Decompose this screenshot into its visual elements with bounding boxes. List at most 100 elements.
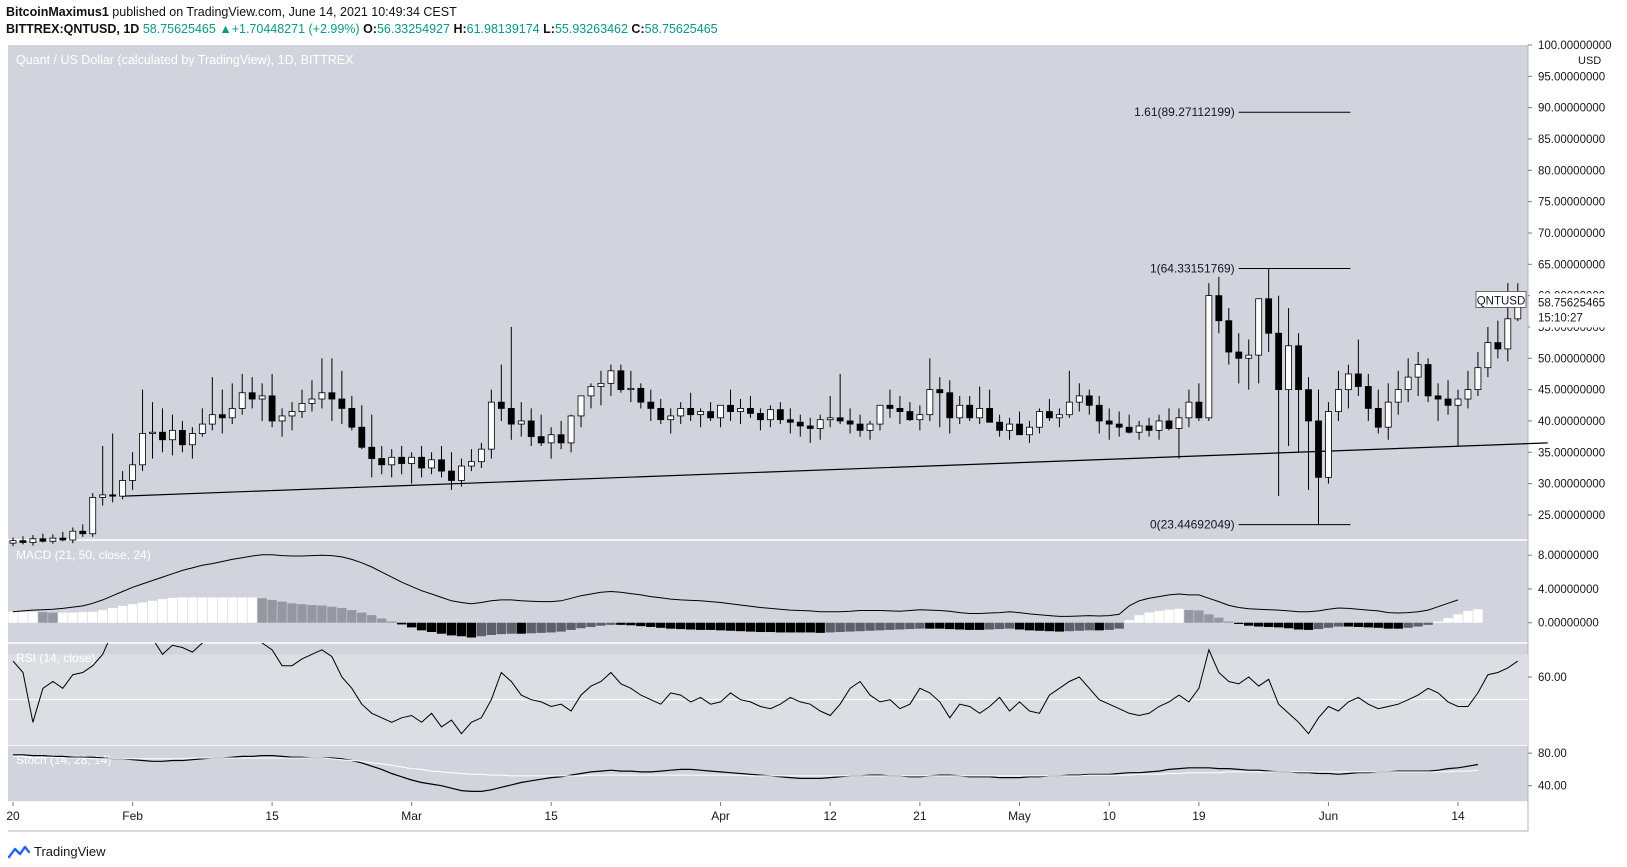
candle-down[interactable]	[1424, 364, 1432, 397]
candle-down[interactable]	[378, 458, 386, 466]
candle-up[interactable]	[1036, 411, 1043, 428]
candle-down[interactable]	[1195, 401, 1203, 419]
candle-up[interactable]	[49, 537, 57, 542]
candle-up[interactable]	[388, 456, 396, 466]
candle-down[interactable]	[1085, 395, 1093, 406]
candle-down[interactable]	[856, 423, 864, 431]
candle-up[interactable]	[677, 408, 685, 417]
stoch-pane[interactable]	[8, 745, 1528, 802]
candle-down[interactable]	[398, 456, 406, 464]
candle-down[interactable]	[1275, 332, 1283, 391]
candle-up[interactable]	[1026, 426, 1033, 436]
candle-down[interactable]	[796, 421, 804, 427]
stoch-k-line[interactable]	[13, 754, 1479, 793]
candle-up[interactable]	[976, 408, 984, 419]
candle-down[interactable]	[218, 414, 226, 419]
candle-down[interactable]	[707, 411, 714, 419]
candle-up[interactable]	[318, 392, 326, 400]
candle-up[interactable]	[1404, 376, 1412, 391]
candle-up[interactable]	[1155, 420, 1163, 431]
candle-up[interactable]	[458, 465, 465, 481]
candle-down[interactable]	[248, 392, 256, 400]
author-name[interactable]: BitcoinMaximus1	[6, 5, 109, 19]
candle-down[interactable]	[786, 419, 794, 423]
candle-up[interactable]	[278, 415, 286, 422]
candle-down[interactable]	[448, 470, 455, 481]
candle-down[interactable]	[418, 456, 425, 469]
candle-up[interactable]	[1205, 295, 1213, 419]
macd-line[interactable]	[12, 554, 1459, 617]
candle-up[interactable]	[737, 408, 744, 412]
candle-down[interactable]	[996, 421, 1003, 431]
candle-up[interactable]	[1394, 389, 1402, 403]
candle-up[interactable]	[408, 456, 416, 464]
candle-down[interactable]	[1105, 420, 1113, 425]
candle-down[interactable]	[1494, 342, 1502, 350]
candle-down[interactable]	[757, 413, 764, 421]
candle-up[interactable]	[119, 480, 127, 497]
tradingview-logo[interactable]: TradingView	[8, 844, 106, 859]
candle-down[interactable]	[328, 392, 336, 400]
candle-up[interactable]	[766, 409, 774, 421]
candle-up[interactable]	[89, 496, 97, 535]
candle-up[interactable]	[1285, 345, 1292, 391]
candle-up[interactable]	[816, 419, 824, 429]
candle-up[interactable]	[129, 464, 136, 481]
candle-down[interactable]	[79, 530, 87, 535]
candle-down[interactable]	[159, 431, 166, 441]
candle-down[interactable]	[1125, 426, 1133, 433]
candle-up[interactable]	[1055, 414, 1063, 419]
candle-up[interactable]	[1335, 389, 1342, 412]
candle-down[interactable]	[906, 411, 914, 421]
candle-up[interactable]	[1414, 364, 1422, 378]
candle-down[interactable]	[1305, 389, 1312, 422]
candle-up[interactable]	[9, 540, 17, 544]
rsi-line[interactable]	[12, 623, 1519, 735]
candle-down[interactable]	[1046, 411, 1053, 419]
candle-down[interactable]	[348, 408, 356, 428]
candle-up[interactable]	[99, 494, 107, 498]
candle-down[interactable]	[727, 404, 734, 412]
candle-up[interactable]	[1325, 411, 1332, 478]
candle-up[interactable]	[198, 423, 206, 434]
candle-up[interactable]	[258, 395, 266, 400]
candle-down[interactable]	[1295, 345, 1302, 391]
candle-down[interactable]	[637, 387, 645, 403]
candle-down[interactable]	[836, 417, 844, 422]
candle-down[interactable]	[1235, 351, 1243, 359]
candle-up[interactable]	[1464, 389, 1472, 400]
candle-up[interactable]	[308, 398, 316, 404]
candle-up[interactable]	[577, 395, 585, 417]
candle-up[interactable]	[876, 404, 884, 425]
candle-down[interactable]	[338, 398, 346, 409]
candle-up[interactable]	[288, 411, 296, 417]
candle-up[interactable]	[597, 382, 605, 387]
candle-up[interactable]	[567, 415, 575, 444]
candle-up[interactable]	[468, 461, 475, 467]
candle-up[interactable]	[487, 401, 495, 450]
candle-down[interactable]	[179, 429, 186, 446]
candle-up[interactable]	[1504, 318, 1512, 350]
candle-up[interactable]	[1454, 398, 1462, 406]
candle-down[interactable]	[1364, 386, 1372, 409]
candle-up[interactable]	[1344, 373, 1352, 391]
candle-up[interactable]	[1245, 354, 1253, 359]
candle-down[interactable]	[497, 401, 505, 409]
stoch-d-line[interactable]	[13, 755, 1478, 777]
candle-down[interactable]	[657, 408, 665, 421]
support-trendline[interactable]	[122, 442, 1548, 497]
candle-down[interactable]	[687, 408, 695, 416]
candle-down[interactable]	[368, 446, 376, 459]
candle-up[interactable]	[1185, 401, 1193, 419]
candle-down[interactable]	[896, 408, 904, 412]
candle-down[interactable]	[358, 426, 366, 448]
candle-up[interactable]	[587, 386, 595, 397]
candle-up[interactable]	[826, 417, 834, 421]
candle-up[interactable]	[208, 414, 216, 425]
candle-down[interactable]	[617, 370, 625, 391]
candle-up[interactable]	[667, 415, 675, 421]
candle-up[interactable]	[1135, 425, 1143, 433]
candle-up[interactable]	[547, 434, 555, 444]
candle-down[interactable]	[109, 494, 117, 497]
